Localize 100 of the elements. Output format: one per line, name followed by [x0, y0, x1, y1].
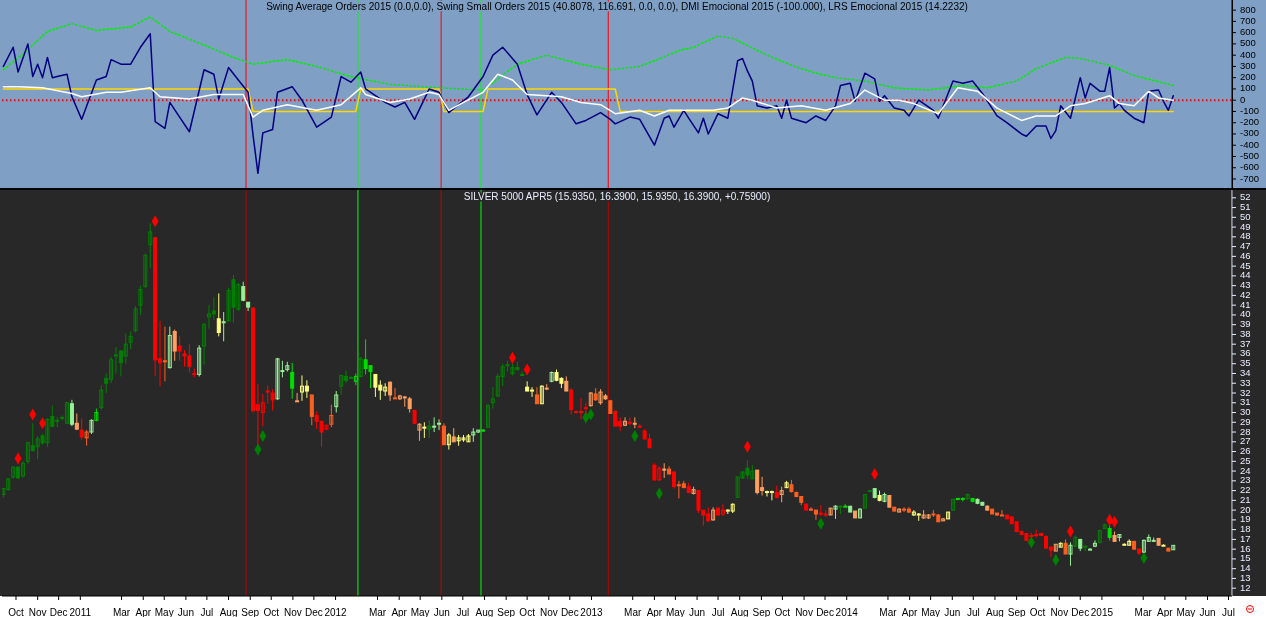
candlestick — [720, 503, 725, 517]
x-tick-label: Mar — [624, 607, 643, 617]
x-tick-label: Jul — [966, 607, 980, 617]
y-tick-label: 40 — [1240, 308, 1251, 320]
candlestick — [485, 403, 490, 429]
y-tick-label: 0 — [1240, 93, 1246, 105]
candlestick — [999, 509, 1004, 517]
line-series — [2, 16, 1175, 91]
x-tick-label: Dec — [49, 607, 68, 617]
candlestick — [211, 296, 216, 321]
y-tick-label: 32 — [1240, 386, 1251, 398]
y-tick-label: 45 — [1240, 259, 1251, 271]
line-series — [2, 73, 1175, 122]
x-tick-label: Dec — [304, 607, 323, 617]
candlestick — [623, 416, 628, 427]
y-tick-label: 31 — [1240, 396, 1251, 408]
candlestick — [388, 380, 393, 402]
y-tick-label: 34 — [1240, 367, 1251, 378]
y-tick-label: 35 — [1240, 357, 1251, 369]
candlestick — [1092, 539, 1097, 548]
x-tick-label: Oct — [519, 607, 536, 617]
candlestick — [162, 326, 167, 382]
candlestick — [951, 498, 955, 512]
x-tick-label: Nov — [28, 607, 47, 617]
y-tick-label: 100 — [1240, 82, 1256, 94]
candlestick — [197, 344, 202, 377]
candlestick — [711, 506, 716, 522]
y-tick-label: 46 — [1240, 249, 1251, 261]
candlestick — [202, 322, 207, 366]
candlestick — [133, 305, 138, 333]
x-tick-label: Jul — [1222, 607, 1235, 617]
candlestick — [309, 394, 314, 426]
candlestick — [1068, 541, 1073, 567]
y-tick-label: -400 — [1240, 138, 1260, 150]
candlestick — [20, 460, 25, 479]
y-tick-label: 39 — [1240, 318, 1251, 330]
candlestick — [539, 384, 544, 405]
candlestick — [177, 335, 182, 362]
y-tick-label: 50 — [1240, 210, 1251, 222]
y-tick-label: -200 — [1240, 116, 1260, 128]
candlestick — [290, 362, 295, 400]
y-tick-label: 22 — [1240, 484, 1251, 496]
candlestick — [270, 388, 275, 412]
y-tick-label: -100 — [1240, 104, 1260, 116]
candlestick — [358, 356, 363, 378]
candlestick — [769, 490, 774, 501]
candlestick — [167, 326, 172, 370]
x-tick-label: Nov — [1050, 607, 1069, 617]
x-tick-label: Oct — [263, 607, 280, 617]
x-tick-label: Jun — [944, 607, 961, 617]
x-tick-label: Oct — [774, 607, 791, 617]
y-tick-label: 37 — [1240, 337, 1251, 349]
x-tick-label: 2011 — [69, 607, 92, 617]
y-tick-label: 25 — [1240, 454, 1251, 466]
y-tick-label: 17 — [1240, 532, 1251, 544]
candlestick — [339, 374, 344, 396]
candlestick — [221, 311, 226, 342]
y-tick-label: 29 — [1240, 415, 1251, 427]
x-tick-label: Jul — [200, 607, 214, 617]
y-tick-label: -300 — [1240, 127, 1260, 139]
y-tick-label: 41 — [1240, 298, 1251, 310]
candlestick — [334, 390, 339, 414]
x-tick-label: Jun — [177, 607, 194, 617]
x-tick-label: Jun — [1199, 607, 1216, 617]
x-tick-label: Nov — [539, 607, 558, 617]
x-tick-label: Nov — [795, 607, 813, 617]
y-tick-label: 44 — [1240, 269, 1251, 281]
y-tick-label: 400 — [1240, 48, 1256, 60]
candlestick — [373, 373, 378, 398]
x-tick-label: 2012 — [324, 607, 348, 617]
y-tick-label: 47 — [1240, 240, 1251, 252]
y-tick-label: 30 — [1240, 406, 1251, 418]
x-tick-label: Dec — [1071, 607, 1090, 617]
candlestick — [172, 329, 177, 362]
y-tick-label: 27 — [1240, 435, 1251, 447]
y-tick-label: 28 — [1240, 425, 1251, 437]
candlestick — [392, 387, 397, 400]
candlestick — [260, 393, 265, 427]
y-tick-label: -600 — [1240, 161, 1260, 173]
candlestick — [69, 399, 74, 427]
y-tick-label: 24 — [1240, 464, 1251, 476]
y-tick-label: -700 — [1240, 172, 1260, 184]
x-tick-label: Mar — [112, 607, 131, 617]
y-tick-label: 300 — [1240, 59, 1256, 71]
candlestick — [295, 392, 300, 403]
y-tick-label: 13 — [1240, 571, 1251, 583]
x-tick-label: 2014 — [835, 607, 859, 617]
x-tick-label: 2015 — [1090, 607, 1114, 617]
y-tick-label: 42 — [1240, 288, 1251, 300]
candlestick — [525, 380, 530, 392]
x-tick-label: Dec — [560, 607, 579, 617]
y-tick-label: 52 — [1240, 191, 1251, 203]
y-tick-label: 200 — [1240, 71, 1256, 83]
x-tick-label: Jul — [456, 607, 470, 617]
candlestick — [578, 397, 583, 420]
y-tick-label: -500 — [1240, 149, 1260, 161]
candlestick — [441, 422, 446, 446]
y-tick-label: 800 — [1240, 3, 1256, 15]
y-tick-label: 18 — [1240, 523, 1251, 535]
y-tick-label: 26 — [1240, 445, 1251, 457]
